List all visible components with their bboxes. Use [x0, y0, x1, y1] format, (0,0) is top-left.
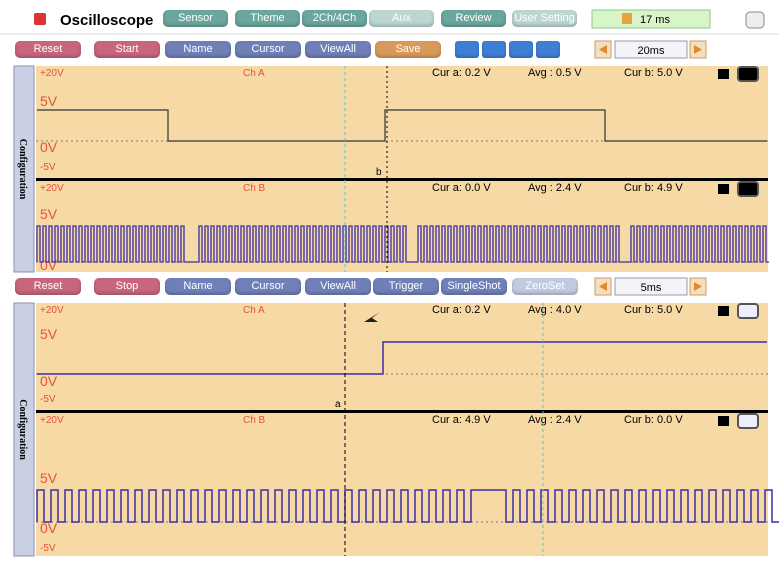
level-label: 0V [40, 257, 58, 273]
level-label: -5V [40, 162, 56, 173]
toolbar-button[interactable]: Reset [15, 41, 81, 58]
channel-divider [36, 410, 768, 413]
toolbar-button[interactable]: Start [94, 41, 160, 58]
color-swatch [718, 184, 729, 194]
playback-button[interactable] [536, 41, 560, 58]
playback-button[interactable] [482, 41, 506, 58]
display-toggle [737, 413, 759, 429]
tab[interactable]: Aux [369, 10, 434, 27]
playback-button[interactable] [455, 41, 479, 58]
trigger-marker [364, 312, 380, 322]
prev-arrow [599, 45, 607, 54]
range-label: +20V [40, 305, 64, 316]
app-title: Oscilloscope [60, 12, 153, 29]
toolbar-button[interactable]: Stop [94, 278, 160, 295]
average-value: Avg : 2.4 V [528, 414, 582, 426]
channel-name: Ch A [243, 68, 265, 79]
waveform [37, 341, 767, 375]
display-toggle [737, 66, 759, 82]
sidebar [13, 65, 35, 273]
cursor-b-value: Cur b: 0.0 V [624, 414, 683, 426]
level-label: -5V [40, 394, 56, 405]
waveform [36, 225, 769, 263]
channel-plot [36, 66, 768, 178]
cursor-a-value: Cur a: 0.2 V [432, 67, 491, 79]
range-label: +20V [40, 415, 64, 426]
level-label: 5V [40, 470, 58, 486]
cursor-a-value: Cur a: 0.2 V [432, 304, 491, 316]
prev-arrow [599, 282, 607, 291]
channel-divider [36, 178, 768, 181]
timebase: 20ms [638, 45, 665, 57]
level-label: 5V [40, 206, 58, 222]
playback-button[interactable] [509, 41, 533, 58]
cursor-b-value: Cur b: 4.9 V [624, 182, 683, 194]
cursor-marker: a [335, 399, 341, 410]
channel-plot [36, 303, 768, 410]
channel-name: Ch A [243, 305, 265, 316]
timebase-box [614, 277, 688, 296]
menu-icon [745, 11, 765, 29]
channel-name: Ch B [243, 183, 266, 194]
cursor-marker: b [376, 167, 382, 178]
toolbar-button[interactable]: Cursor [235, 278, 301, 295]
level-label: 0V [40, 373, 58, 389]
toolbar-button[interactable]: Reset [15, 278, 81, 295]
timebase-box [614, 40, 688, 59]
tab[interactable]: User Setting [512, 10, 577, 27]
sidebar [13, 302, 35, 557]
status-text: 17 ms [640, 14, 670, 26]
sidebar-label: Configuration [17, 139, 28, 200]
level-label: 0V [40, 139, 58, 155]
tab[interactable]: Review [441, 10, 506, 27]
cursor-a-value: Cur a: 0.0 V [432, 182, 491, 194]
sidebar-label: Configuration [17, 399, 28, 460]
range-label: +20V [40, 68, 64, 79]
average-value: Avg : 0.5 V [528, 67, 582, 79]
toolbar-button[interactable]: ZeroSet [512, 278, 578, 295]
tab[interactable]: 2Ch/4Ch [302, 10, 367, 27]
tab[interactable]: Theme [235, 10, 300, 27]
toolbar-button[interactable]: Name [165, 41, 231, 58]
color-swatch [718, 306, 729, 316]
range-label: +20V [40, 183, 64, 194]
level-label: 5V [40, 326, 58, 342]
display-toggle [737, 181, 759, 197]
toolbar-button[interactable]: SingleShot [441, 278, 507, 295]
channel-name: Ch B [243, 415, 266, 426]
next-arrow [694, 282, 702, 291]
display-toggle [737, 303, 759, 319]
tab[interactable]: Sensor [163, 10, 228, 27]
toolbar-button[interactable]: Trigger [373, 278, 439, 295]
color-swatch [718, 69, 729, 79]
level-label: -5V [40, 543, 56, 554]
channel-plot [36, 413, 768, 556]
status-icon [622, 13, 632, 24]
next-arrow [694, 45, 702, 54]
average-value: Avg : 4.0 V [528, 304, 582, 316]
app-icon [34, 13, 46, 25]
waveform [37, 109, 767, 142]
cursor-a-value: Cur a: 4.9 V [432, 414, 491, 426]
cursor-b-value: Cur b: 5.0 V [624, 67, 683, 79]
level-label: 0V [40, 520, 58, 536]
toolbar-button[interactable]: Save [375, 41, 441, 58]
timebase: 5ms [641, 282, 662, 294]
status-box [591, 9, 711, 29]
cursor-b-value: Cur b: 5.0 V [624, 304, 683, 316]
toolbar-button[interactable]: ViewAll [305, 278, 371, 295]
color-swatch [718, 416, 729, 426]
waveform [36, 489, 779, 523]
toolbar-button[interactable]: ViewAll [305, 41, 371, 58]
toolbar-button[interactable]: Name [165, 278, 231, 295]
average-value: Avg : 2.4 V [528, 182, 582, 194]
level-label: 5V [40, 93, 58, 109]
toolbar-button[interactable]: Cursor [235, 41, 301, 58]
